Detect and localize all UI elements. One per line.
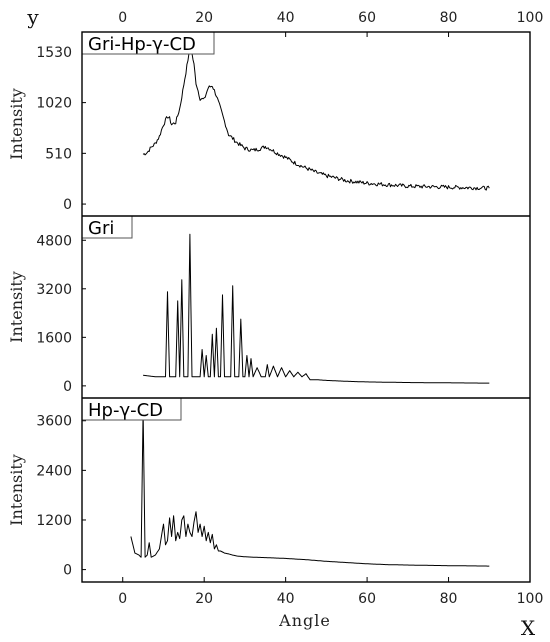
panel-gri: 0 1600 3200 4800 Intensity Gri [7, 215, 490, 395]
y-tick-label: 3600 [36, 414, 72, 430]
plot-frame [81, 31, 531, 583]
y-tick-label: 3200 [36, 282, 72, 298]
y-tick-label: 0 [63, 563, 72, 579]
panel-2-trace [143, 233, 490, 384]
top-x-tick-label: 40 [277, 10, 295, 26]
top-x-tick-label: 100 [517, 10, 544, 26]
y-tick-label: 1530 [36, 45, 72, 61]
y-tick-label: 2400 [36, 463, 72, 479]
panel-1-title: Gri-Hp-γ-CD [88, 34, 196, 55]
panel-3-y-label: Intensity [7, 454, 26, 526]
panel-3-trace [130, 409, 490, 567]
x-corner-label: X [521, 616, 536, 640]
panel-1-y-label: Intensity [7, 88, 26, 160]
y-corner-label: y [26, 5, 39, 29]
panel-2-y-ticks: 0 1600 3200 4800 [36, 233, 86, 395]
panel-3-title: Hp-γ-CD [88, 400, 163, 421]
y-tick-label: 4800 [36, 233, 72, 249]
top-x-tick-label: 80 [440, 10, 458, 26]
bottom-x-tick-label: 20 [195, 591, 213, 607]
top-x-tick-label: 0 [118, 10, 127, 26]
panel-1-trace [142, 50, 490, 191]
panel-1-y-ticks: 0 510 1020 1530 [36, 45, 86, 213]
y-tick-label: 1600 [36, 330, 72, 346]
y-tick-label: 510 [45, 146, 72, 162]
y-tick-label: 0 [63, 379, 72, 395]
top-x-tick-label: 60 [358, 10, 376, 26]
bottom-x-tick-label: 60 [358, 591, 376, 607]
panel-2-title: Gri [88, 218, 114, 239]
bottom-x-tick-label: 0 [118, 591, 127, 607]
panel-3-y-ticks: 0 1200 2400 3600 [36, 414, 86, 579]
bottom-x-tick-label: 40 [277, 591, 295, 607]
panel-hp-gamma-cd: 0 1200 2400 3600 Intensity Hp-γ-CD [7, 397, 490, 579]
panel-2-y-label: Intensity [7, 271, 26, 343]
x-axis-label: Angle [278, 611, 331, 630]
bottom-x-tick-label: 80 [440, 591, 458, 607]
top-x-tick-label: 20 [195, 10, 213, 26]
y-tick-label: 1200 [36, 513, 72, 529]
panel-gri-hp-gamma-cd: 0 510 1020 1530 Intensity Gri-Hp-γ-CD [7, 31, 490, 213]
y-tick-label: 1020 [36, 96, 72, 112]
y-tick-label: 0 [63, 197, 72, 213]
bottom-x-tick-label: 100 [517, 591, 544, 607]
bottom-x-axis: 0 20 40 60 80 100 [118, 577, 543, 607]
